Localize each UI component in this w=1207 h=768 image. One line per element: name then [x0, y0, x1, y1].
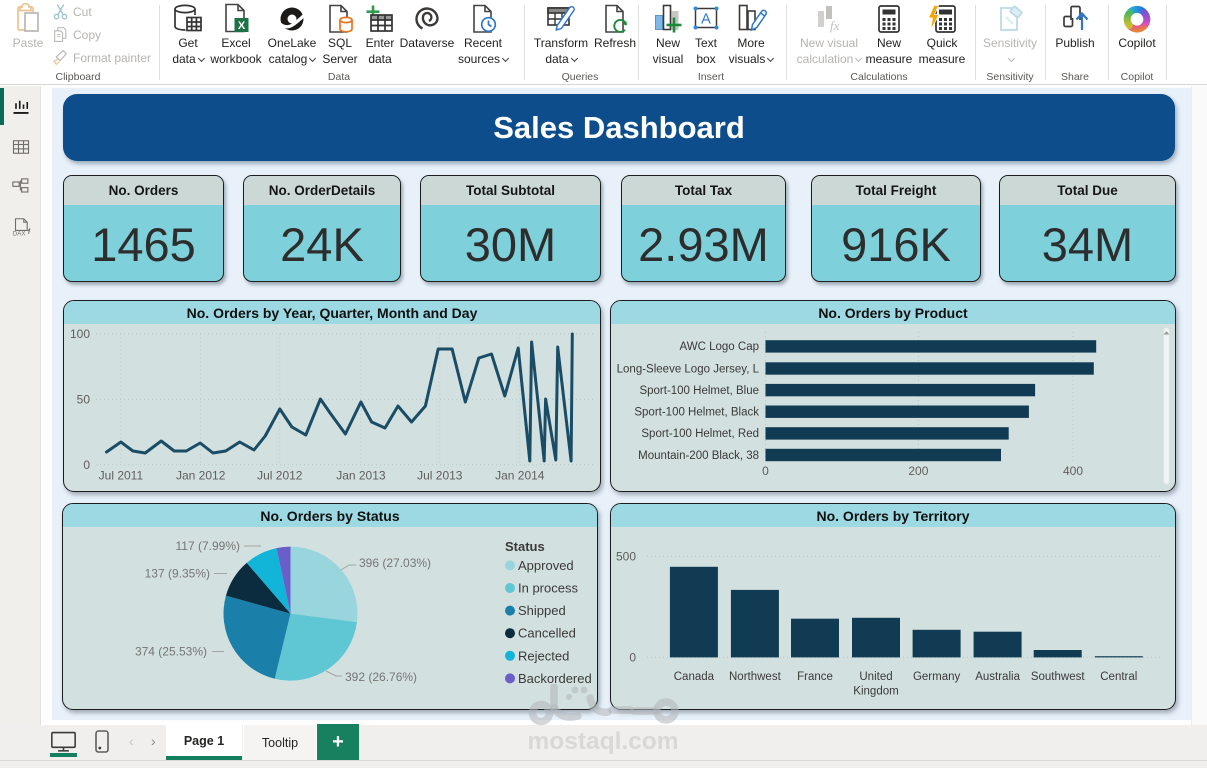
svg-text:United: United — [859, 671, 892, 683]
svg-text:Cancelled: Cancelled — [518, 626, 576, 641]
svg-text:AWC Logo Cap: AWC Logo Cap — [680, 341, 759, 353]
svg-text:Jul 2013: Jul 2013 — [417, 469, 463, 483]
svg-text:fx: fx — [830, 18, 840, 33]
svg-text:Jan 2012: Jan 2012 — [176, 469, 226, 483]
svg-text:Approved: Approved — [518, 558, 574, 573]
svg-text:Northwest: Northwest — [729, 671, 782, 683]
svg-text:396 (27.03%): 396 (27.03%) — [359, 556, 431, 570]
svg-text:Backordered: Backordered — [518, 671, 592, 686]
svg-text:50: 50 — [77, 392, 91, 406]
svg-text:0: 0 — [762, 464, 769, 478]
svg-text:Jul 2011: Jul 2011 — [99, 469, 144, 483]
svg-text:In process: In process — [518, 581, 578, 596]
svg-text:A: A — [701, 11, 711, 27]
svg-text:500: 500 — [616, 549, 636, 563]
svg-text:392 (26.76%): 392 (26.76%) — [345, 670, 417, 684]
svg-text:Rejected: Rejected — [518, 648, 569, 663]
svg-text:137 (9.35%): 137 (9.35%) — [145, 567, 210, 581]
svg-text:X: X — [238, 20, 246, 32]
svg-text:Germany: Germany — [913, 671, 961, 683]
svg-text:France: France — [797, 671, 833, 683]
svg-text:Kingdom: Kingdom — [853, 686, 898, 698]
svg-text:Australia: Australia — [975, 671, 1020, 683]
svg-text:Jan 2013: Jan 2013 — [336, 469, 386, 483]
svg-text:Shipped: Shipped — [518, 603, 566, 618]
svg-text:mostaql.com: mostaql.com — [527, 728, 678, 755]
svg-text:Sport-100 Helmet, Black: Sport-100 Helmet, Black — [634, 407, 759, 419]
svg-text:374 (25.53%): 374 (25.53%) — [135, 645, 207, 659]
svg-text:Mountain-200 Black, 38: Mountain-200 Black, 38 — [638, 450, 759, 462]
svg-text:Jul 2012: Jul 2012 — [257, 469, 303, 483]
svg-text:Sport-100 Helmet, Blue: Sport-100 Helmet, Blue — [639, 385, 759, 397]
svg-text:200: 200 — [908, 464, 928, 478]
svg-text:400: 400 — [1063, 464, 1083, 478]
svg-text:Canada: Canada — [674, 671, 715, 683]
svg-text:DAX: DAX — [13, 230, 26, 237]
svg-text:Status: Status — [505, 539, 545, 554]
svg-text:Long-Sleeve Logo Jersey, L: Long-Sleeve Logo Jersey, L — [617, 363, 760, 375]
svg-text:Southwest: Southwest — [1031, 671, 1086, 683]
svg-text:0: 0 — [629, 650, 636, 664]
svg-text:Sport-100 Helmet, Red: Sport-100 Helmet, Red — [641, 428, 759, 440]
svg-text:Central: Central — [1100, 671, 1137, 683]
svg-text:0: 0 — [83, 458, 90, 472]
svg-text:117 (7.99%): 117 (7.99%) — [176, 539, 240, 553]
svg-text:Jan 2014: Jan 2014 — [495, 469, 545, 483]
svg-text:100: 100 — [70, 327, 90, 341]
